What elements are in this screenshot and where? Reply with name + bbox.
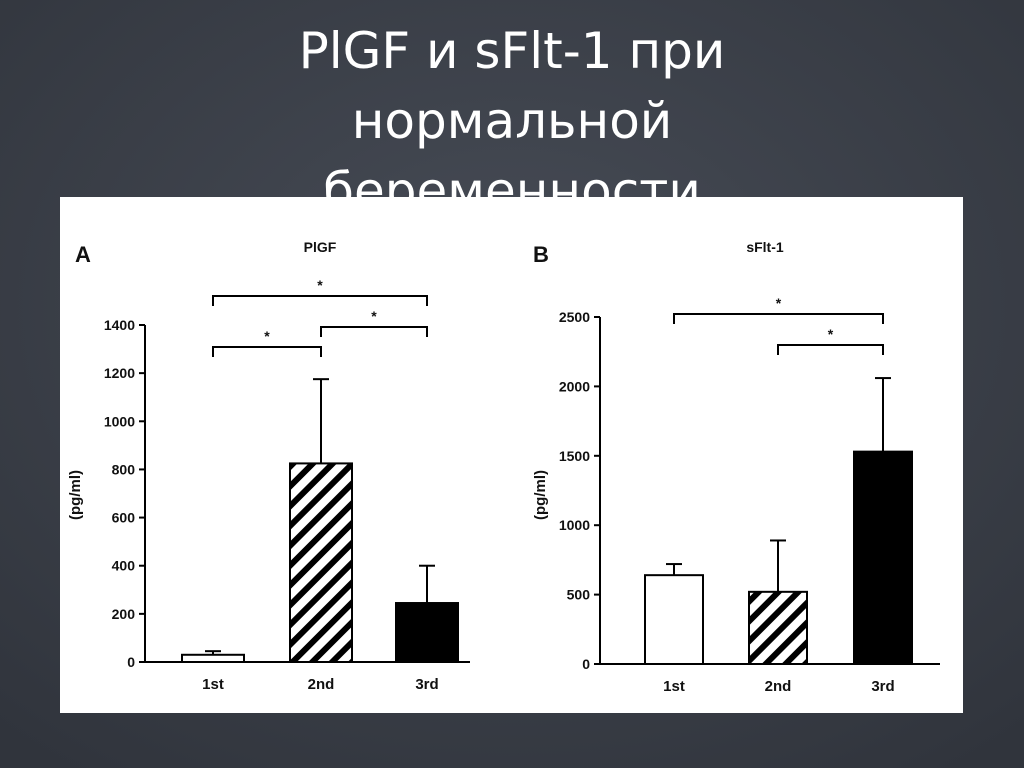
bar — [395, 602, 459, 664]
y-tick-label: 0 — [582, 656, 590, 672]
panel-label: B — [533, 242, 549, 267]
x-tick-label: 1st — [202, 676, 224, 693]
y-tick-label: 1400 — [104, 317, 135, 333]
significance-bracket — [212, 346, 322, 357]
slide-title: PlGF и sFlt-1 при — [299, 22, 726, 80]
bar — [644, 574, 704, 666]
bar — [181, 653, 245, 663]
significance-bracket — [212, 295, 428, 306]
y-tick-label: 2500 — [559, 309, 590, 325]
bar — [289, 462, 353, 663]
panel-label: A — [75, 242, 91, 267]
y-tick-label: 2000 — [559, 378, 590, 394]
significance-bracket — [320, 326, 428, 337]
y-tick-label: 1000 — [559, 517, 590, 533]
y-tick-label: 0 — [127, 654, 135, 670]
x-tick-label: 1st — [663, 678, 685, 695]
y-tick-label: 200 — [112, 606, 136, 622]
image-panel — [60, 197, 963, 713]
x-tick-label: 3rd — [415, 676, 438, 693]
y-tick-label: 1500 — [559, 448, 590, 464]
chart-image: A PlGF (pg/ml) 0 200 400 600 800 1000 1200 1400 1st… — [60, 197, 963, 713]
y-tick-label: 400 — [112, 558, 136, 574]
significance-bracket — [777, 344, 884, 355]
y-tick-label: 1000 — [104, 413, 135, 429]
y-tick-label: 800 — [112, 461, 136, 477]
y-tick-label: 600 — [112, 510, 136, 526]
significance-bracket — [673, 313, 884, 324]
x-tick-label: 2nd — [308, 676, 335, 693]
significance-label: * — [371, 308, 377, 324]
bar — [853, 450, 913, 665]
slide-title: нормальной — [352, 92, 673, 150]
x-tick-label: 3rd — [871, 678, 894, 695]
chart-title: PlGF — [304, 239, 337, 255]
bar — [748, 590, 808, 665]
x-tick-label: 2nd — [765, 678, 792, 695]
significance-label: * — [317, 277, 323, 293]
y-axis-label: (pg/ml) — [532, 470, 549, 520]
significance-label: * — [776, 295, 782, 311]
significance-label: * — [264, 328, 270, 344]
y-tick-label: 500 — [567, 587, 591, 603]
chart-title: sFlt-1 — [746, 239, 784, 255]
y-axis-label: (pg/ml) — [67, 470, 84, 520]
y-tick-label: 1200 — [104, 365, 135, 381]
significance-label: * — [828, 326, 834, 342]
